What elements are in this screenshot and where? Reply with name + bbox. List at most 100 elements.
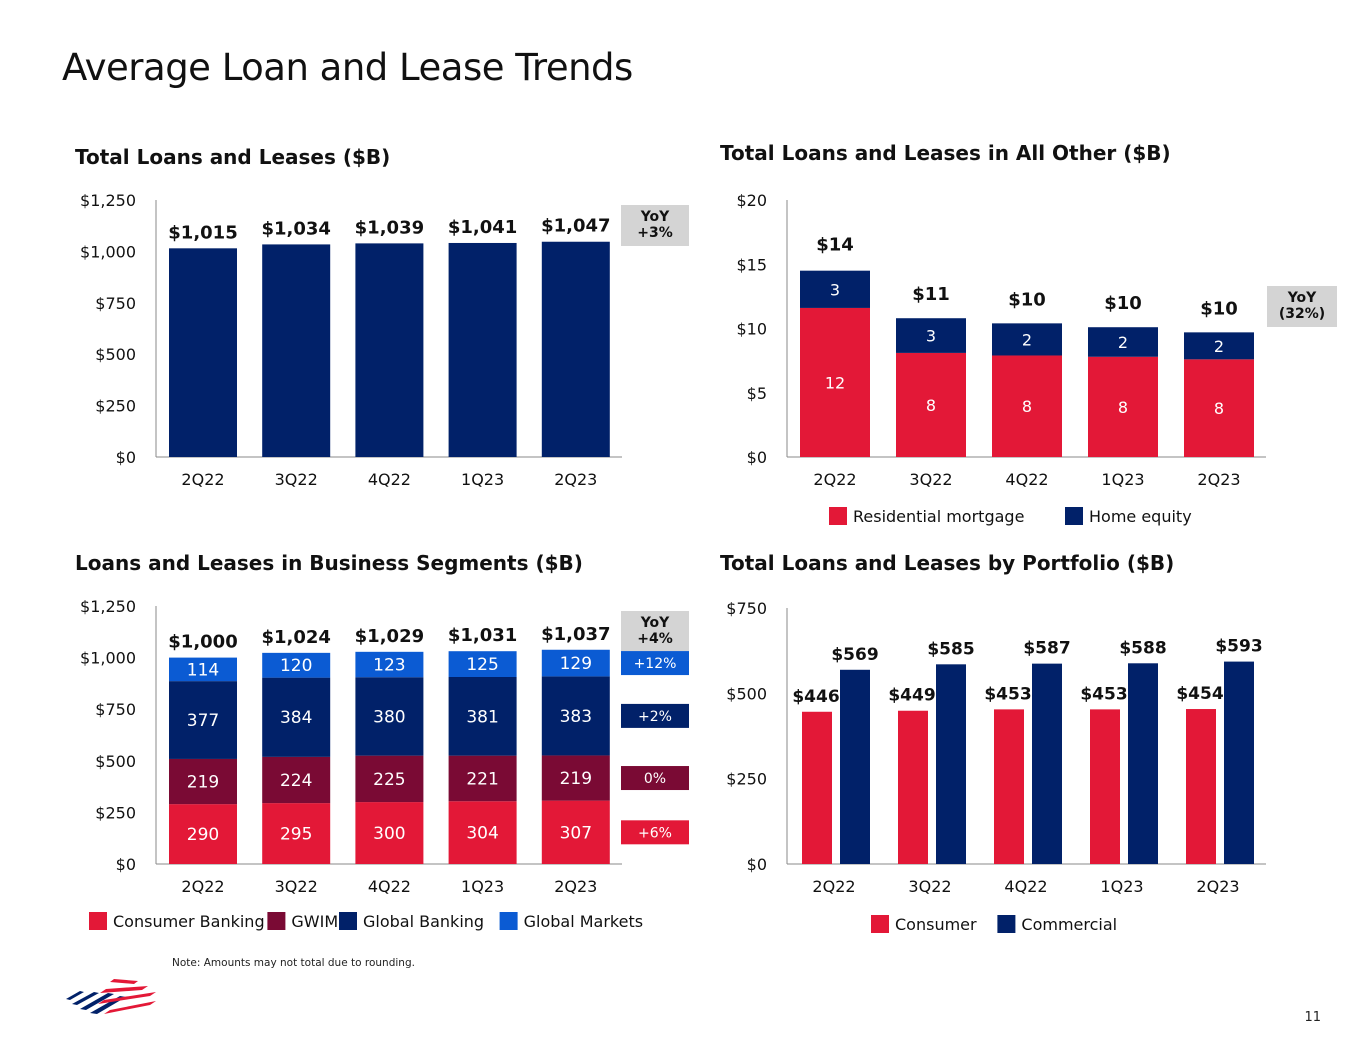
allother-legend-swatch (1065, 507, 1083, 525)
segments-segment-label: 290 (187, 825, 219, 845)
portfolio-xtick-label: 1Q23 (1100, 877, 1143, 896)
segments-xtick-label: 1Q23 (461, 877, 504, 896)
allother-bar-segment (992, 355, 1062, 457)
segments-segment-label: 219 (187, 773, 219, 793)
total-xtick-label: 2Q23 (554, 470, 597, 489)
allother-yoy-text: YoY (1287, 290, 1317, 306)
portfolio-xtick-label: 4Q22 (1004, 877, 1047, 896)
segments-series-yoy-box (621, 766, 689, 791)
segments-segment-label: 225 (373, 770, 405, 790)
segments-total-label: $1,037 (541, 624, 610, 645)
segments-segment-label: 295 (280, 825, 312, 845)
portfolio-bar (1090, 709, 1120, 864)
allother-xtick-label: 2Q23 (1197, 470, 1240, 489)
portfolio-bar (840, 669, 870, 864)
segments-bar-segment (262, 803, 331, 864)
segments-segment-label: 114 (187, 660, 219, 680)
segments-segment-label: 123 (373, 656, 405, 676)
segments-series-yoy-box (621, 820, 689, 845)
segments-bar-segment (169, 681, 237, 759)
segments-series-yoy-text: +12% (634, 656, 677, 672)
allother-ytick-label: $0 (747, 448, 767, 467)
segments-segment-label: 129 (560, 654, 592, 674)
segments-series-yoy-box (621, 703, 689, 728)
allother-segment-label: 2 (1022, 330, 1032, 349)
portfolio-value-label: $569 (831, 645, 878, 665)
page-number: 11 (1304, 1010, 1321, 1025)
allother-legend-label: Home equity (1089, 507, 1192, 526)
chart-title-segments: Loans and Leases in Business Segments ($… (75, 551, 583, 575)
total-yoy-text: +3% (637, 225, 673, 241)
total-value-label: $1,047 (541, 216, 610, 237)
segments-bar-segment (448, 801, 517, 864)
segments-total-label: $1,029 (355, 626, 424, 647)
allother-segment-label: 3 (830, 280, 840, 299)
allother-segment-label: 8 (1118, 398, 1128, 417)
segments-bar-segment (355, 651, 424, 678)
segments-segment-label: 380 (373, 707, 405, 727)
segments-legend-swatch (499, 912, 518, 930)
segments-legend-label: Consumer Banking (113, 912, 265, 931)
allother-yoy-text: (32%) (1279, 306, 1325, 322)
portfolio-ytick-label: $750 (726, 599, 767, 618)
allother-bar-segment (896, 318, 966, 353)
total-value-label: $1,034 (261, 218, 330, 239)
portfolio-ytick-label: $250 (726, 770, 767, 789)
total-ytick-label: $500 (95, 345, 136, 364)
segments-segment-label: 381 (466, 707, 498, 727)
allother-segment-label: 8 (1022, 397, 1032, 416)
allother-total-label: $14 (816, 235, 854, 256)
segments-ytick-label: $750 (95, 700, 136, 719)
segments-segment-label: 221 (466, 769, 498, 789)
portfolio-bar (898, 710, 928, 864)
allother-bar-segment (992, 323, 1062, 356)
portfolio-bar (936, 664, 966, 864)
segments-series-yoy-text: 0% (644, 771, 666, 787)
segments-total-label: $1,031 (448, 625, 517, 646)
portfolio-legend-label: Commercial (1021, 915, 1117, 934)
segments-legend-label: Global Markets (524, 912, 643, 931)
chart-title-all-other: Total Loans and Leases in All Other ($B) (720, 141, 1171, 165)
segments-series-yoy-text: +2% (638, 709, 672, 725)
portfolio-xtick-label: 2Q22 (812, 877, 855, 896)
portfolio-xtick-label: 3Q22 (908, 877, 951, 896)
segments-segment-label: 300 (373, 824, 405, 844)
allother-xtick-label: 1Q23 (1101, 470, 1144, 489)
allother-total-label: $11 (912, 284, 950, 305)
footnote: Note: Amounts may not total due to round… (172, 957, 415, 969)
total-value-label: $1,015 (168, 222, 237, 243)
total-ytick-label: $250 (95, 397, 136, 416)
segments-bar-segment (355, 755, 424, 803)
segments-bar-segment (169, 657, 237, 682)
segments-bar-segment (541, 800, 610, 864)
segments-bar-segment (448, 651, 517, 678)
segments-legend-swatch (267, 912, 286, 930)
segments-xtick-label: 2Q23 (554, 877, 597, 896)
allother-segment-label: 2 (1214, 337, 1224, 356)
total-bar (448, 242, 517, 457)
segments-series-yoy-text: +6% (638, 825, 672, 841)
portfolio-ytick-label: $0 (747, 855, 767, 874)
segments-ytick-label: $250 (95, 803, 136, 822)
segments-yoy-box (621, 611, 689, 651)
portfolio-value-label: $588 (1119, 638, 1166, 658)
total-xtick-label: 4Q22 (368, 470, 411, 489)
segments-bar-segment (541, 649, 610, 677)
segments-bar-segment (262, 756, 331, 804)
total-value-label: $1,039 (355, 217, 424, 238)
segments-bar-segment (448, 677, 517, 756)
segments-yoy-text: +4% (637, 631, 673, 647)
portfolio-legend-label: Consumer (895, 915, 977, 934)
segments-xtick-label: 2Q22 (181, 877, 224, 896)
segments-bar-segment (355, 677, 424, 756)
allother-bar-segment (800, 270, 870, 308)
allother-bar-segment (896, 352, 966, 457)
segments-bar-segment (541, 755, 610, 801)
portfolio-legend-swatch (997, 915, 1016, 933)
segments-total-label: $1,000 (168, 632, 237, 653)
segments-segment-label: 219 (560, 769, 592, 789)
total-yoy-text: YoY (640, 209, 670, 225)
allother-xtick-label: 2Q22 (813, 470, 856, 489)
allother-legend-label: Residential mortgage (853, 507, 1024, 526)
allother-ytick-label: $10 (736, 320, 767, 339)
